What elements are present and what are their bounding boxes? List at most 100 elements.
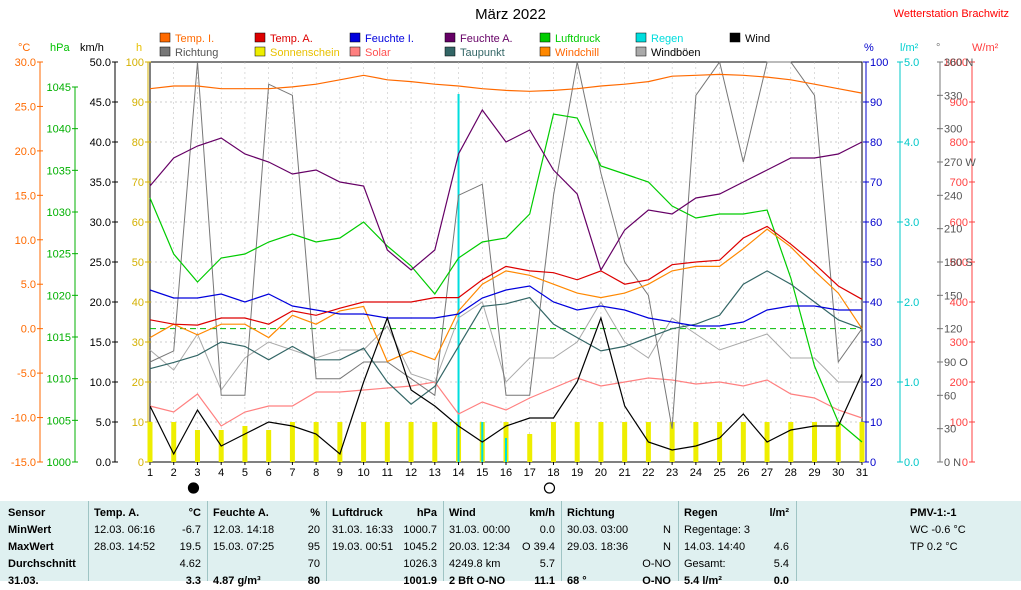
stats-header: Luftdruck hPa [332,505,437,522]
legend-label: Solar [365,47,391,59]
x-tick-label: 1 [147,467,153,479]
series-line-feuchte-i- [149,285,862,327]
stats-cell: 31.03. 00:00 0.0 [449,522,555,539]
x-tick-label: 8 [313,467,319,479]
stats-cell-value: 20 [307,524,320,536]
temp-axis-tick-label: -15.0 [11,457,36,469]
direction-axis-tick-label: 180 S [944,257,973,269]
moon-full-marker [543,482,556,494]
stats-cell-label: 31.03. 00:00 [449,524,511,536]
station-name: Wetterstation Brachwitz [893,8,1009,20]
bar-sonnenschein-day-9 [337,422,343,462]
bar-sonnenschein-day-26 [740,422,746,462]
solar-axis-tick-label: 800 [950,137,968,149]
humidity-axis-tick-label: 40 [870,297,882,309]
sunshine-axis-tick-label: 10 [132,417,144,429]
stats-cell: 28.03. 14:52 19.5 [94,539,201,556]
stats-humidity-column: Feuchte A.% 12.03. 14:18 20 15.03. 07:25 95 7… [213,505,320,590]
x-tick-label: 19 [571,467,583,479]
series-line-wind [149,316,863,456]
bar-sonnenschein-day-12 [408,422,414,462]
x-tick-label: 16 [500,467,512,479]
humidity-axis-tick-label: 70 [870,177,882,189]
stats-cell-value: 1045.2 [403,541,437,553]
stats-cell-label: 15.03. 07:25 [213,541,275,553]
solar-axis-tick-label: 600 [950,217,968,229]
rain-axis-tick-label: 2.0 [904,297,919,309]
series-line-luftdruck [149,113,863,443]
sunshine-axis-tick-label: 60 [132,217,144,229]
axis-unit-label: W/m² [972,42,999,54]
sunshine-axis-tick-label: 70 [132,177,144,189]
chart-title: März 2022 [475,6,546,23]
direction-axis-tick-label: 270 W [944,157,976,169]
stats-header-label: Richtung [567,507,615,519]
stats-cell: Regentage: 3 [684,522,789,539]
stats-cell: 14.03. 14:40 4.6 [684,539,789,556]
legend-swatch [539,32,551,43]
stats-cell-value: 1000.7 [403,524,437,536]
solar-axis-tick-label: 1000 [944,57,968,69]
moon-new-marker [187,482,200,494]
stats-cell-value: 70 [307,558,320,570]
stats-cell-value: 5.4 [773,558,789,570]
stats-cell: 4.87 g/m³ 80 [213,573,320,590]
pressure-axis-tick-label: 1005 [47,415,71,427]
stats-cell: 12.03. 06:16 -6.7 [94,522,201,539]
legend-label: Sonnenschein [270,47,340,59]
rain-axis-tick-label: 3.0 [904,217,919,229]
stats-cell-label: 68 ° [567,575,587,587]
stats-direction-column: Richtung 30.03. 03:00 N 29.03. 18:36 N O-NO 68… [567,505,671,590]
stats-unit: % [310,507,320,519]
x-tick-label: 24 [690,467,702,479]
x-tick-label: 10 [357,467,369,479]
humidity-axis-tick-label: 50 [870,257,882,269]
axis-unit-label: % [864,42,874,54]
stats-pmv-column: PMV-1:-1 WC -0.6 °C TP 0.2 °C [910,505,1010,556]
stats-cell: 4.62 [94,556,201,573]
direction-axis-tick-label: 30 [944,424,956,436]
bar-sonnenschein-day-20 [598,422,604,462]
pressure-axis-tick-label: 1040 [47,124,71,136]
stats-cell: 4249.8 km 5.7 [449,556,555,573]
x-tick-label: 27 [761,467,773,479]
stats-cell-label: 29.03. 18:36 [567,541,629,553]
legend-label: Feuchte A. [460,33,513,45]
stats-cell-label: 2 Bft O-NO [449,575,506,587]
wind-axis-tick-label: 35.0 [90,177,111,189]
stats-cell-value: 5.7 [539,558,555,570]
legend-swatch [539,46,551,57]
stats-header: Temp. A. °C [94,505,201,522]
stats-row-label: MinWert [8,524,52,536]
legend-label: Temp. A. [270,33,313,45]
stats-header-label: Feuchte A. [213,507,269,519]
bar-sonnenschein-day-11 [384,422,390,462]
stats-cell-value: 1026.3 [403,558,437,570]
bar-sonnenschein-day-30 [835,422,841,462]
solar-axis-tick-label: 100 [950,417,968,429]
stats-row-label: Durchschnitt [8,558,76,570]
temp-axis-tick-label: 20.0 [15,146,36,158]
sunshine-axis-tick-label: 0 [138,457,144,469]
stats-cell-value: 3.3 [185,575,201,587]
bar-sonnenschein-day-1 [147,422,153,462]
stats-cell-value: 19.5 [179,541,201,553]
stats-cell-value: 11.1 [534,575,555,587]
stats-cell: 2 Bft O-NO 11.1 [449,573,555,590]
stats-cell-label: 4.87 g/m³ [213,575,261,587]
stats-pressure-column: Luftdruck hPa 31.03. 16:33 1000.7 19.03. 00:… [332,505,437,590]
bar-sonnenschein-day-25 [717,422,723,462]
stats-cell: 20.03. 12:34 O 39.4 [449,539,555,556]
stats-cell: 12.03. 14:18 20 [213,522,320,539]
stats-header-label: Wind [449,507,476,519]
pressure-axis-tick-label: 1015 [47,332,71,344]
temp-axis-tick-label: -5.0 [17,368,36,380]
axis-unit-label: l/m² [900,42,919,54]
pressure-axis-tick-label: 1025 [47,249,71,261]
humidity-axis-tick-label: 100 [870,57,888,69]
stats-unit: l/m² [769,507,789,519]
legend-swatch [159,46,171,57]
x-tick-label: 3 [194,467,200,479]
stats-cell-label: 4249.8 km [449,558,501,570]
direction-axis-tick-label: 60 [944,390,956,402]
